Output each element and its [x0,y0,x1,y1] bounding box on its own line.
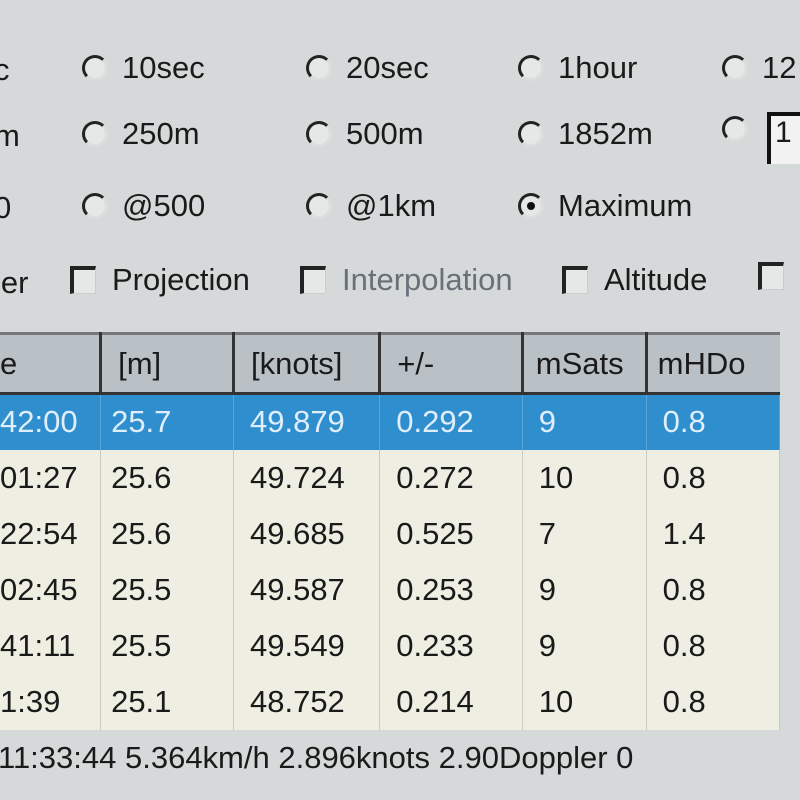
radio-20sec[interactable]: 20sec [306,50,429,86]
radio-250m[interactable]: 250m [82,116,200,152]
radio-icon [82,193,108,219]
radio-1hour[interactable]: 1hour [518,50,637,86]
table-cell: 42:00 [0,393,102,450]
radio-at-1km[interactable]: @1km [306,188,436,224]
table-cell: 49.685 [233,505,381,562]
checkbox-altitude[interactable]: Altitude [562,262,707,298]
table-cell: 9 [522,561,647,618]
table-cell: 10 [522,449,647,506]
radio-label: 12 [762,50,797,85]
table-cell: 02:45 [0,561,102,618]
table-cell: 25.6 [100,449,234,506]
radio-label: Maximum [558,188,693,223]
table-cell: 9 [522,617,647,674]
table-cell: 0.253 [379,561,523,618]
radio-custom[interactable] [722,116,762,142]
table-cell: 0.214 [379,673,523,730]
table-cell: 01:27 [0,449,102,506]
table-cell: 0.233 [379,617,523,674]
table-cell: 49.879 [233,393,381,450]
truncated-label: 0 [0,190,12,225]
table-cell: 41:11 [0,617,102,674]
table-cell: 0.8 [646,561,781,618]
radio-icon [306,55,332,81]
table-cell: 0.8 [646,673,781,730]
table-cell: 0.292 [379,393,523,450]
table-row[interactable]: 42:00 25.7 49.879 0.292 9 0.8 [0,393,781,450]
column-header[interactable]: mHDo [646,332,780,395]
table-cell: 22:54 [0,505,102,562]
radio-at-500[interactable]: @500 [82,188,205,224]
table-cell: 7 [522,505,647,562]
truncated-label: ler [0,265,29,300]
radio-icon [82,121,108,147]
table-cell: 25.1 [100,673,234,730]
column-header[interactable]: [knots] [233,332,382,395]
radio-label: 20sec [346,50,429,85]
table-cell: 25.5 [100,561,234,618]
checkbox-icon [300,266,326,294]
radio-label: 500m [346,116,424,151]
custom-distance-input[interactable]: 1 [767,112,800,164]
table-header-row: e [m] [knots] +/- mSats mHDo [0,332,780,395]
checkbox-projection[interactable]: Projection [70,262,250,298]
radio-12[interactable]: 12 [722,50,796,86]
column-header[interactable]: e [0,332,103,395]
radio-icon [518,121,544,147]
checkbox-icon [70,266,96,294]
checkbox-icon [758,262,784,290]
table-cell: 0.8 [646,617,781,674]
table-cell: 49.549 [233,617,381,674]
table-cell: 0.525 [379,505,523,562]
table-cell: 25.6 [100,505,234,562]
truncated-label: c [0,52,10,87]
radio-label: 1852m [558,116,653,151]
table-cell: 49.724 [233,449,381,506]
radio-selected-icon [518,193,544,219]
radio-label: 10sec [122,50,205,85]
radio-1852m[interactable]: 1852m [518,116,653,152]
radio-label: @1km [346,188,437,223]
radio-label: @500 [122,188,206,223]
table-cell: 25.7 [100,393,234,450]
table-cell: 48.752 [233,673,381,730]
table-row[interactable]: 02:45 25.5 49.587 0.253 9 0.8 [0,561,781,618]
status-bar: 11:33:44 5.364km/h 2.896knots 2.90Dopple… [0,740,634,775]
table-cell: 1:39 [0,673,102,730]
radio-icon [722,116,748,142]
table-row[interactable]: 01:27 25.6 49.724 0.272 10 0.8 [0,449,781,506]
radio-500m[interactable]: 500m [306,116,424,152]
column-header[interactable]: [m] [100,332,235,395]
checkbox-label: Interpolation [342,262,513,297]
table-row[interactable]: 41:11 25.5 49.549 0.233 9 0.8 [0,617,781,674]
table-cell: 0.8 [646,449,781,506]
checkbox-extra[interactable] [758,262,800,290]
truncated-label: m [0,118,20,153]
table-cell: 25.5 [100,617,234,674]
table-row[interactable]: 1:39 25.1 48.752 0.214 10 0.8 [0,673,781,730]
checkbox-label: Altitude [604,262,708,297]
table-cell: 0.8 [646,393,781,450]
data-table: e [m] [knots] +/- mSats mHDo 42:00 25.7 49… [0,332,781,730]
table-cell: 49.587 [233,561,381,618]
radio-label: 250m [122,116,200,151]
table-cell: 9 [522,393,647,450]
checkbox-label: Projection [112,262,250,297]
table-cell: 0.272 [379,449,523,506]
radio-icon [518,55,544,81]
radio-icon [722,55,748,81]
radio-10sec[interactable]: 10sec [82,50,205,86]
table-cell: 10 [522,673,647,730]
table-row[interactable]: 22:54 25.6 49.685 0.525 7 1.4 [0,505,781,562]
radio-maximum[interactable]: Maximum [518,188,692,224]
radio-icon [82,55,108,81]
table-cell: 1.4 [646,505,781,562]
radio-icon [306,193,332,219]
radio-icon [306,121,332,147]
checkbox-icon [562,266,588,294]
column-header[interactable]: +/- [379,332,524,395]
checkbox-interpolation[interactable]: Interpolation [300,262,513,298]
radio-label: 1hour [558,50,638,85]
column-header[interactable]: mSats [522,332,648,395]
